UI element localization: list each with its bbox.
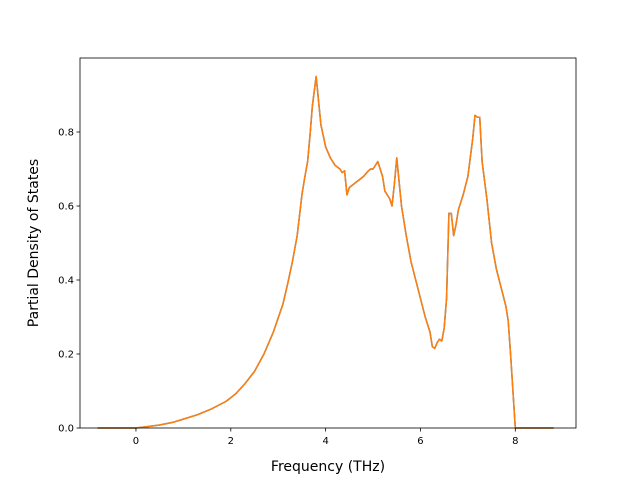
x-tick-label: 8	[512, 436, 518, 447]
plot-frame	[79, 57, 577, 429]
x-axis-label: Frequency (THz)	[271, 459, 385, 475]
y-tick-label: 0.6	[58, 202, 74, 213]
x-tick-label: 4	[322, 436, 328, 447]
series-layer	[97, 75, 554, 429]
x-axis-ticks: 0 2 4 6 8	[133, 428, 518, 447]
y-axis-label: Partial Density of States	[26, 159, 42, 327]
x-tick-label: 6	[417, 436, 423, 447]
x-tick-label: 0	[133, 436, 139, 447]
plot-area	[80, 58, 576, 428]
y-tick-label: 0.4	[58, 276, 74, 287]
y-axis-ticks: 0.0 0.2 0.4 0.6 0.8	[58, 128, 80, 435]
y-tick-label: 0.8	[58, 128, 74, 139]
y-tick-label: 0.2	[58, 350, 74, 361]
series-line-2	[97, 75, 554, 429]
x-tick-label: 2	[228, 436, 234, 447]
y-tick-label: 0.0	[58, 424, 74, 435]
